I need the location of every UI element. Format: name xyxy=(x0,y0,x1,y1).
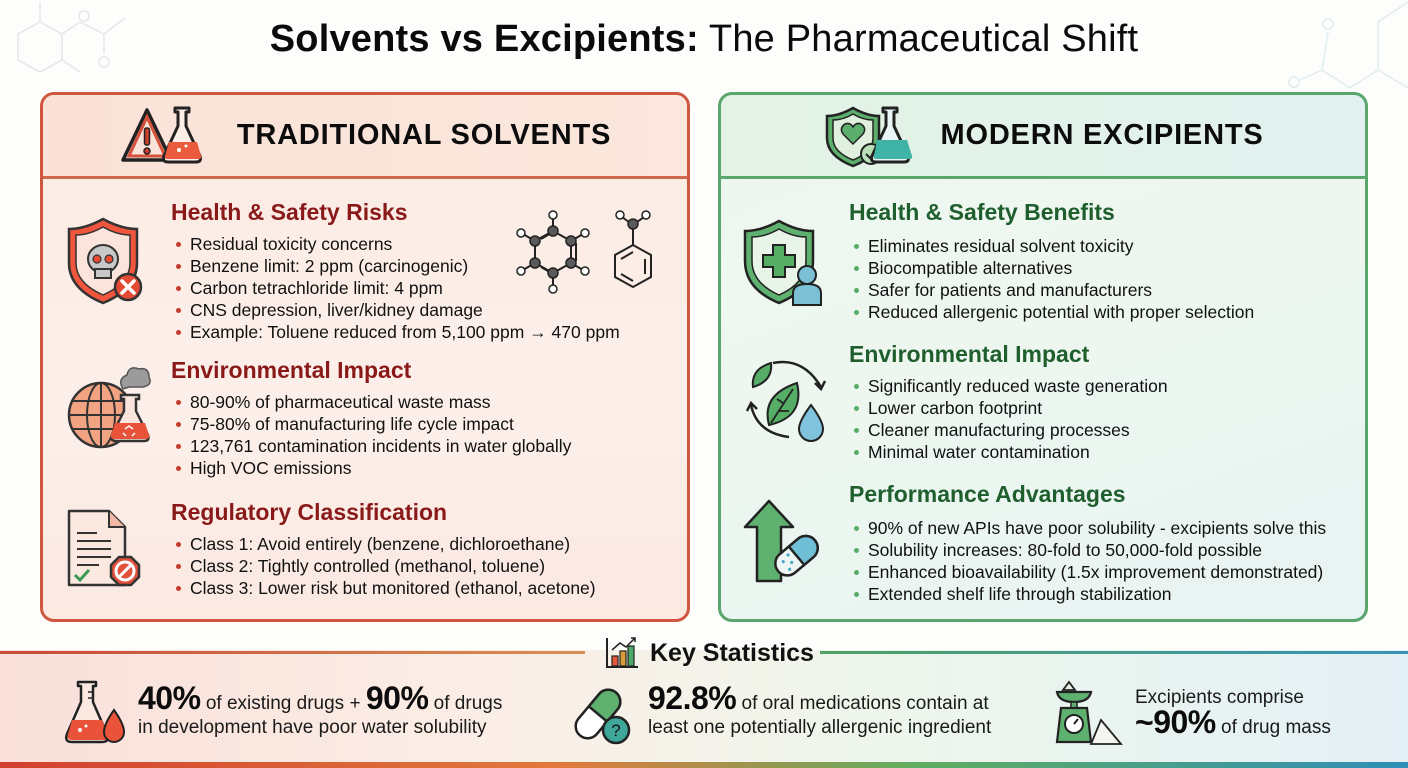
health-safety-risks-list: Residual toxicity concerns Benzene limit… xyxy=(175,233,620,343)
modern-excipients-header: MODERN EXCIPIENTS xyxy=(721,95,1365,179)
list-item: Cleaner manufacturing processes xyxy=(853,419,1168,441)
page-title-light: The Pharmaceutical Shift xyxy=(708,18,1139,60)
stats-divider-right xyxy=(820,651,1408,654)
health-safety-benefits-section: Health & Safety Benefits Eliminates resi… xyxy=(721,195,1365,335)
stat-drug-mass: Excipients comprise ~90% of drug mass xyxy=(1055,680,1331,746)
warning-flask-icon xyxy=(121,106,202,163)
document-prohibited-icon xyxy=(67,509,141,587)
stat-text: of oral medications contain at xyxy=(736,693,989,714)
stat-text: Excipients comprise xyxy=(1135,687,1304,708)
stat-text: in development have poor water solubilit… xyxy=(138,717,487,738)
list-item: Lower carbon footprint xyxy=(853,397,1168,419)
modern-excipients-panel: MODERN EXCIPIENTS Health & Safety Benefi… xyxy=(718,92,1368,622)
list-item: Minimal water contamination xyxy=(853,441,1168,463)
stat-allergenic-text: 92.8% of oral medications contain at lea… xyxy=(648,682,992,740)
flask-drop-icon xyxy=(64,680,126,744)
stat-text: of drugs xyxy=(428,693,503,714)
bar-chart-icon xyxy=(606,637,638,668)
list-item: High VOC emissions xyxy=(175,457,571,479)
globe-flask-icon xyxy=(67,367,151,449)
key-statistics-heading: Key Statistics xyxy=(596,636,822,670)
scale-powder-icon xyxy=(1055,680,1123,745)
health-safety-risks-title: Health & Safety Risks xyxy=(171,199,408,225)
environmental-impact-risks-section: Environmental Impact 80-90% of pharmaceu… xyxy=(43,357,687,487)
environmental-impact-benefits-section: Environmental Impact Significantly reduc… xyxy=(721,341,1365,471)
list-item: Residual toxicity concerns xyxy=(175,233,620,255)
health-safety-benefits-list: Eliminates residual solvent toxicity Bio… xyxy=(853,235,1254,323)
list-item: Extended shelf life through stabilizatio… xyxy=(853,583,1326,605)
stat-poor-solubility: 40% of existing drugs + 90% of drugs in … xyxy=(64,680,502,746)
capsule-question-icon: ? xyxy=(574,688,631,745)
list-item: Benzene limit: 2 ppm (carcinogenic) xyxy=(175,255,620,277)
list-item: Significantly reduced waste generation xyxy=(853,375,1168,397)
performance-advantages-title: Performance Advantages xyxy=(849,481,1126,507)
health-safety-risks-section: Health & Safety Risks Residual toxicity … xyxy=(43,195,687,345)
list-item: 123,761 contamination incidents in water… xyxy=(175,435,571,457)
environmental-impact-risks-title: Environmental Impact xyxy=(171,357,412,383)
stat-value-92-8: 92.8% xyxy=(648,680,737,716)
stat-text: least one potentially allergenic ingredi… xyxy=(648,717,992,738)
list-item: Enhanced bioavailability (1.5x improveme… xyxy=(853,561,1326,583)
performance-advantages-section: Performance Advantages 90% of new APIs h… xyxy=(721,481,1365,619)
stat-value-90: 90% xyxy=(365,680,429,716)
list-item: Solubility increases: 80-fold to 50,000-… xyxy=(853,539,1326,561)
environmental-impact-benefits-title: Environmental Impact xyxy=(849,341,1090,367)
list-item: Class 1: Avoid entirely (benzene, dichlo… xyxy=(175,533,596,555)
list-item: Eliminates residual solvent toxicity xyxy=(853,235,1254,257)
page-title: Solvents vs Excipients: The Pharmaceutic… xyxy=(0,18,1408,61)
benzene-molecule-icon xyxy=(516,210,652,294)
traditional-solvents-panel: TRADITIONAL SOLVENTS Health & Safety Ris… xyxy=(40,92,690,622)
heart-shield-flask-icon xyxy=(825,106,912,167)
list-item: Class 2: Tightly controlled (methanol, t… xyxy=(175,555,596,577)
stat-allergenic-ingredient: ? 92.8% of oral medications contain at l… xyxy=(568,680,991,746)
performance-advantages-list: 90% of new APIs have poor solubility - e… xyxy=(853,517,1326,605)
list-item: Class 3: Lower risk but monitored (ethan… xyxy=(175,577,596,599)
list-item: CNS depression, liver/kidney damage xyxy=(175,299,620,321)
skull-shield-icon xyxy=(67,217,143,305)
list-item: 75-80% of manufacturing life cycle impac… xyxy=(175,413,571,435)
stat-poor-solubility-text: 40% of existing drugs + 90% of drugs in … xyxy=(138,682,503,740)
health-safety-benefits-title: Health & Safety Benefits xyxy=(849,199,1115,225)
stats-bottom-bar xyxy=(0,762,1408,768)
traditional-solvents-header: TRADITIONAL SOLVENTS xyxy=(43,95,687,179)
list-item: Example: Toluene reduced from 5,100 ppm … xyxy=(175,321,620,343)
stat-text: of drug mass xyxy=(1215,717,1331,738)
regulatory-classification-section: Regulatory Classification Class 1: Avoid… xyxy=(43,497,687,617)
medical-shield-person-icon xyxy=(743,219,822,306)
traditional-solvents-title: TRADITIONAL SOLVENTS xyxy=(236,119,612,151)
key-statistics-title: Key Statistics xyxy=(650,638,814,667)
regulatory-classification-list: Class 1: Avoid entirely (benzene, dichlo… xyxy=(175,533,596,599)
modern-excipients-title: MODERN EXCIPIENTS xyxy=(940,119,1264,151)
stat-drug-mass-text: Excipients comprise ~90% of drug mass xyxy=(1135,686,1331,740)
list-item: 90% of new APIs have poor solubility - e… xyxy=(853,517,1326,539)
page-title-bold: Solvents vs Excipients: xyxy=(269,18,699,60)
svg-text:?: ? xyxy=(611,721,620,740)
list-item: Biocompatible alternatives xyxy=(853,257,1254,279)
arrow-up-capsule-icon xyxy=(743,499,819,583)
list-item: 80-90% of pharmaceutical waste mass xyxy=(175,391,571,413)
list-item: Reduced allergenic potential with proper… xyxy=(853,301,1254,323)
leaf-recycle-drop-icon xyxy=(745,360,827,442)
key-statistics-band xyxy=(0,650,1408,768)
regulatory-classification-title: Regulatory Classification xyxy=(171,499,448,525)
list-item: Carbon tetrachloride limit: 4 ppm xyxy=(175,277,620,299)
list-item: Safer for patients and manufacturers xyxy=(853,279,1254,301)
stats-divider-left xyxy=(0,651,585,654)
environmental-impact-benefits-list: Significantly reduced waste generation L… xyxy=(853,375,1168,463)
stat-text: of existing drugs + xyxy=(200,693,366,714)
environmental-impact-risks-list: 80-90% of pharmaceutical waste mass 75-8… xyxy=(175,391,571,479)
stat-value-90-mass: ~90% xyxy=(1135,704,1216,740)
stat-value-40: 40% xyxy=(138,680,201,716)
